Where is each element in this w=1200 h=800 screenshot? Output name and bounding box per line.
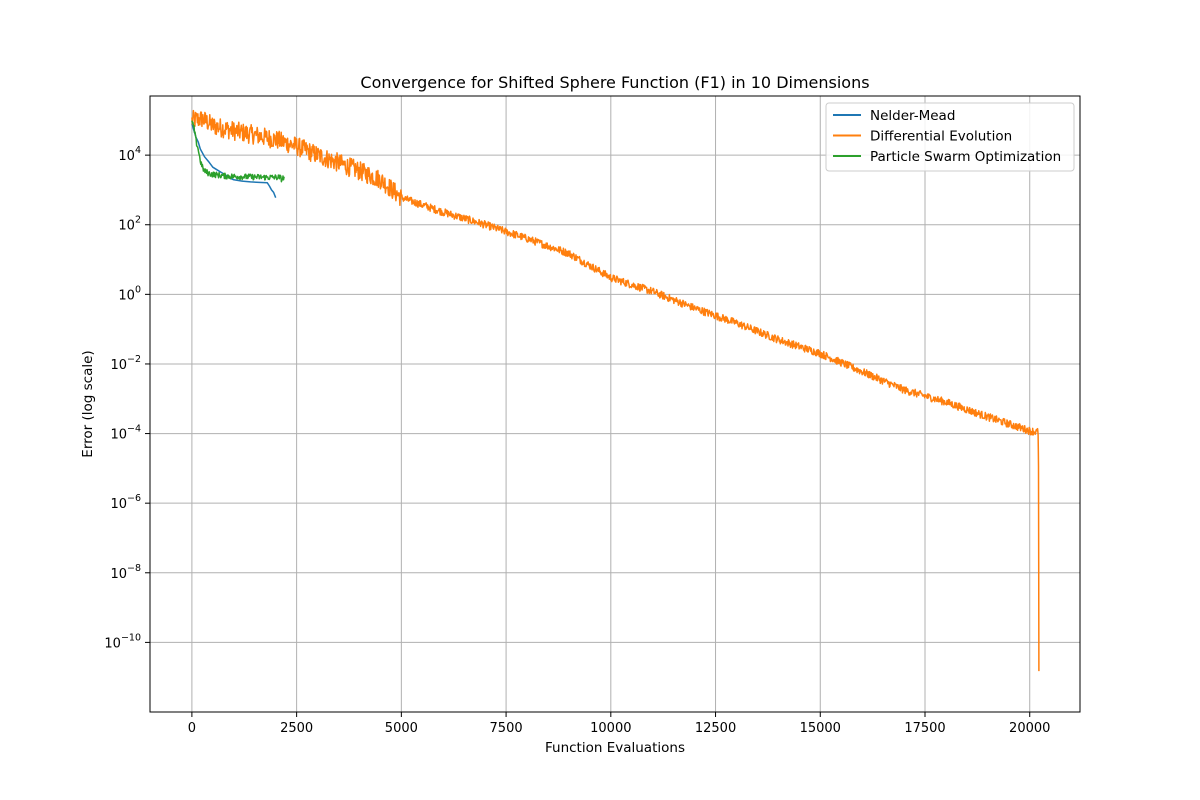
y-tick-base: 10 (118, 149, 135, 164)
y-tick-exponent: −4 (127, 424, 141, 435)
y-tick-base: 10 (110, 358, 127, 373)
y-tick-exponent: −10 (121, 632, 141, 643)
y-tick-exponent: −2 (127, 354, 141, 365)
y-tick-label: 100 (118, 284, 141, 303)
x-tick-label: 0 (188, 721, 196, 736)
y-tick-exponent: −8 (127, 563, 141, 574)
y-tick-base: 10 (118, 288, 135, 303)
legend-label: Nelder-Mead (870, 108, 955, 124)
plot-frame (149, 95, 1081, 713)
y-tick-label: 10−10 (104, 632, 141, 651)
x-tick-label: 10000 (590, 721, 631, 736)
y-tick-exponent: −6 (127, 493, 141, 504)
y-tick-label: 10−8 (110, 563, 141, 582)
y-tick-label: 104 (118, 145, 141, 164)
legend-label: Differential Evolution (870, 129, 1012, 145)
y-tick-exponent: 0 (135, 284, 141, 295)
legend-label: Particle Swarm Optimization (870, 149, 1061, 165)
x-tick-label: 17500 (904, 721, 945, 736)
chart-title: Convergence for Shifted Sphere Function … (360, 73, 869, 92)
x-axis: 0 2500 5000 7500 10000 12500 15000 17500 20000 (188, 712, 1050, 736)
series-layer (191, 109, 1040, 672)
y-tick-exponent: 4 (135, 145, 141, 156)
y-tick-label: 10−4 (110, 424, 141, 443)
y-tick-label: 10−2 (110, 354, 141, 373)
legend-box (825, 102, 1075, 172)
x-tick-label: 5000 (385, 721, 418, 736)
series-line-2 (191, 120, 285, 183)
y-tick-base: 10 (110, 428, 127, 443)
y-tick-base: 10 (110, 497, 127, 512)
y-tick-base: 10 (118, 219, 135, 234)
x-axis-label: Function Evaluations (545, 740, 685, 756)
y-tick-label: 102 (118, 215, 141, 234)
y-tick-base: 10 (104, 636, 121, 651)
x-tick-label: 15000 (800, 721, 841, 736)
y-tick-exponent: 2 (135, 215, 141, 226)
x-tick-label: 7500 (490, 721, 523, 736)
x-tick-label: 12500 (695, 721, 736, 736)
x-tick-label: 2500 (280, 721, 313, 736)
x-tick-label: 20000 (1009, 721, 1050, 736)
series-line-1 (191, 109, 1040, 672)
y-tick-label: 10−6 (110, 493, 141, 512)
legend: Nelder-Mead Differential Evolution Particl… (825, 102, 1075, 172)
y-tick-base: 10 (110, 567, 127, 582)
y-axis-label: Error (log scale) (80, 350, 96, 457)
